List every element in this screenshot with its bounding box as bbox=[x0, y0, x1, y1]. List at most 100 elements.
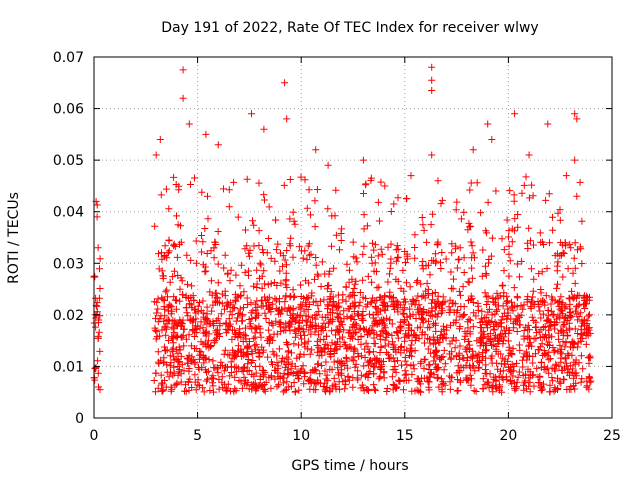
data-point bbox=[170, 242, 178, 250]
data-point bbox=[364, 358, 372, 366]
data-point bbox=[94, 244, 102, 252]
data-point bbox=[573, 192, 581, 200]
data-point bbox=[256, 362, 264, 370]
data-point bbox=[573, 310, 581, 318]
data-point bbox=[367, 253, 375, 261]
data-point bbox=[175, 357, 183, 365]
data-point bbox=[215, 375, 223, 383]
data-point bbox=[519, 305, 527, 313]
data-point bbox=[224, 363, 231, 371]
data-point bbox=[175, 186, 183, 194]
data-point bbox=[184, 280, 191, 288]
data-point bbox=[286, 176, 294, 183]
data-point bbox=[477, 329, 485, 337]
data-point bbox=[267, 384, 275, 392]
data-point bbox=[95, 319, 102, 327]
chart-title: Day 191 of 2022, Rate Of TEC Index for r… bbox=[161, 20, 538, 36]
data-point bbox=[207, 277, 215, 285]
data-point bbox=[239, 368, 247, 375]
data-point bbox=[304, 313, 312, 321]
data-point bbox=[326, 298, 334, 306]
data-point bbox=[525, 194, 533, 202]
data-point bbox=[435, 302, 443, 310]
data-point bbox=[390, 200, 398, 208]
data-point bbox=[415, 335, 423, 343]
data-point bbox=[406, 352, 413, 359]
data-point bbox=[357, 371, 365, 379]
data-point bbox=[468, 254, 476, 262]
data-point bbox=[306, 350, 314, 358]
data-point bbox=[509, 320, 517, 328]
data-point bbox=[534, 346, 542, 354]
data-point bbox=[361, 354, 369, 361]
data-point bbox=[170, 328, 178, 336]
data-point bbox=[232, 363, 240, 371]
data-point bbox=[448, 240, 456, 248]
data-point bbox=[330, 374, 338, 382]
data-point bbox=[244, 301, 252, 308]
data-point bbox=[397, 301, 405, 309]
data-point bbox=[586, 352, 594, 360]
data-point bbox=[150, 377, 158, 384]
data-point bbox=[401, 353, 409, 361]
data-point bbox=[283, 307, 291, 315]
data-point bbox=[560, 329, 568, 337]
data-point bbox=[273, 330, 281, 338]
data-point bbox=[162, 383, 170, 391]
data-point bbox=[457, 291, 464, 299]
data-point bbox=[424, 377, 432, 385]
data-point bbox=[513, 260, 521, 268]
data-point bbox=[177, 318, 185, 326]
data-point bbox=[337, 318, 345, 326]
data-point bbox=[513, 328, 521, 335]
data-point bbox=[453, 309, 461, 316]
data-point bbox=[453, 369, 461, 377]
data-point bbox=[267, 373, 275, 381]
data-point bbox=[174, 363, 182, 370]
data-point bbox=[290, 217, 298, 225]
data-point bbox=[223, 386, 231, 394]
data-point bbox=[330, 264, 338, 272]
data-point bbox=[439, 378, 447, 386]
data-point bbox=[243, 175, 251, 183]
data-point bbox=[557, 358, 565, 366]
data-point bbox=[334, 291, 342, 299]
data-point bbox=[481, 369, 489, 377]
data-point bbox=[497, 323, 505, 331]
data-point bbox=[182, 388, 190, 395]
data-point bbox=[546, 388, 554, 396]
data-point bbox=[428, 63, 436, 71]
data-point bbox=[394, 329, 401, 337]
data-point bbox=[523, 296, 531, 303]
data-point bbox=[394, 357, 401, 365]
data-point bbox=[265, 326, 273, 334]
data-point bbox=[156, 136, 164, 143]
data-point bbox=[465, 278, 473, 286]
data-point bbox=[456, 342, 464, 350]
data-point bbox=[162, 185, 170, 193]
data-point bbox=[456, 325, 463, 333]
data-point bbox=[376, 331, 384, 339]
data-point bbox=[414, 324, 422, 332]
y-tick-label: 0 bbox=[75, 411, 84, 427]
y-axis-label: ROTI / TECUs bbox=[6, 192, 22, 284]
data-point bbox=[264, 281, 272, 289]
data-point bbox=[174, 350, 182, 358]
data-point bbox=[249, 382, 257, 390]
data-point bbox=[553, 315, 560, 323]
data-point bbox=[419, 328, 426, 336]
data-point bbox=[519, 372, 527, 379]
data-point bbox=[508, 351, 516, 359]
data-point bbox=[222, 384, 230, 392]
data-point bbox=[394, 277, 402, 285]
data-point bbox=[543, 352, 551, 360]
data-point bbox=[418, 214, 426, 221]
data-point bbox=[275, 345, 283, 353]
data-point bbox=[483, 301, 491, 308]
data-point bbox=[571, 156, 579, 164]
data-point bbox=[165, 337, 173, 344]
data-point bbox=[300, 380, 308, 388]
data-point bbox=[324, 282, 331, 290]
data-point bbox=[305, 186, 313, 194]
